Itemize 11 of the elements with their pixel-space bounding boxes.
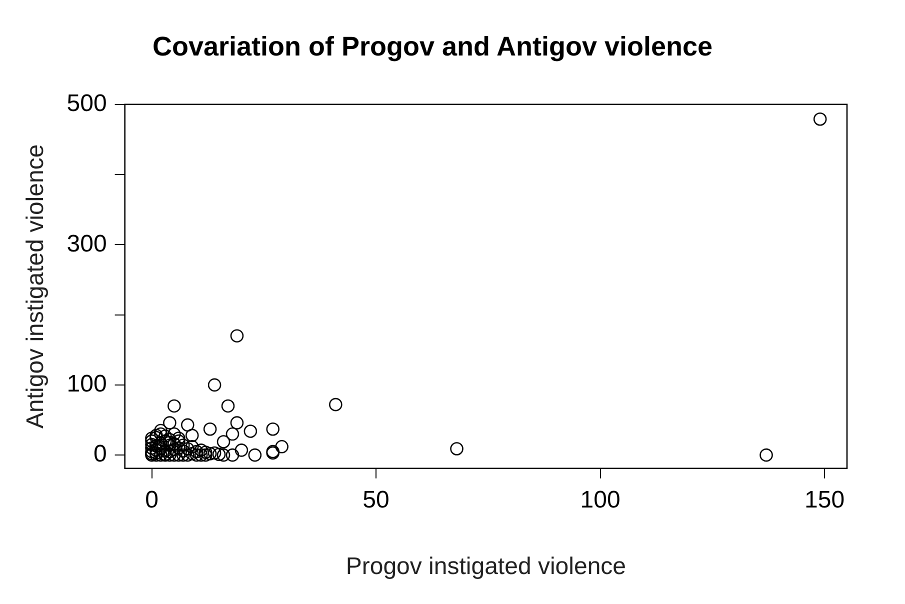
x-tick-label: 0 xyxy=(145,486,158,514)
x-tick-label: 150 xyxy=(804,486,845,514)
x-tick-label: 100 xyxy=(580,486,620,514)
x-axis-title: Progov instigated violence xyxy=(346,553,626,580)
y-tick-label: 0 xyxy=(93,440,107,468)
y-tick-label: 300 xyxy=(66,230,107,258)
x-tick-label: 50 xyxy=(362,486,390,514)
y-axis-title: Antigov instigated violence xyxy=(22,144,50,428)
y-tick-label: 500 xyxy=(66,90,107,118)
y-tick-label: 100 xyxy=(66,370,107,398)
chart-title: Covariation of Progov and Antigov violence xyxy=(152,32,713,62)
